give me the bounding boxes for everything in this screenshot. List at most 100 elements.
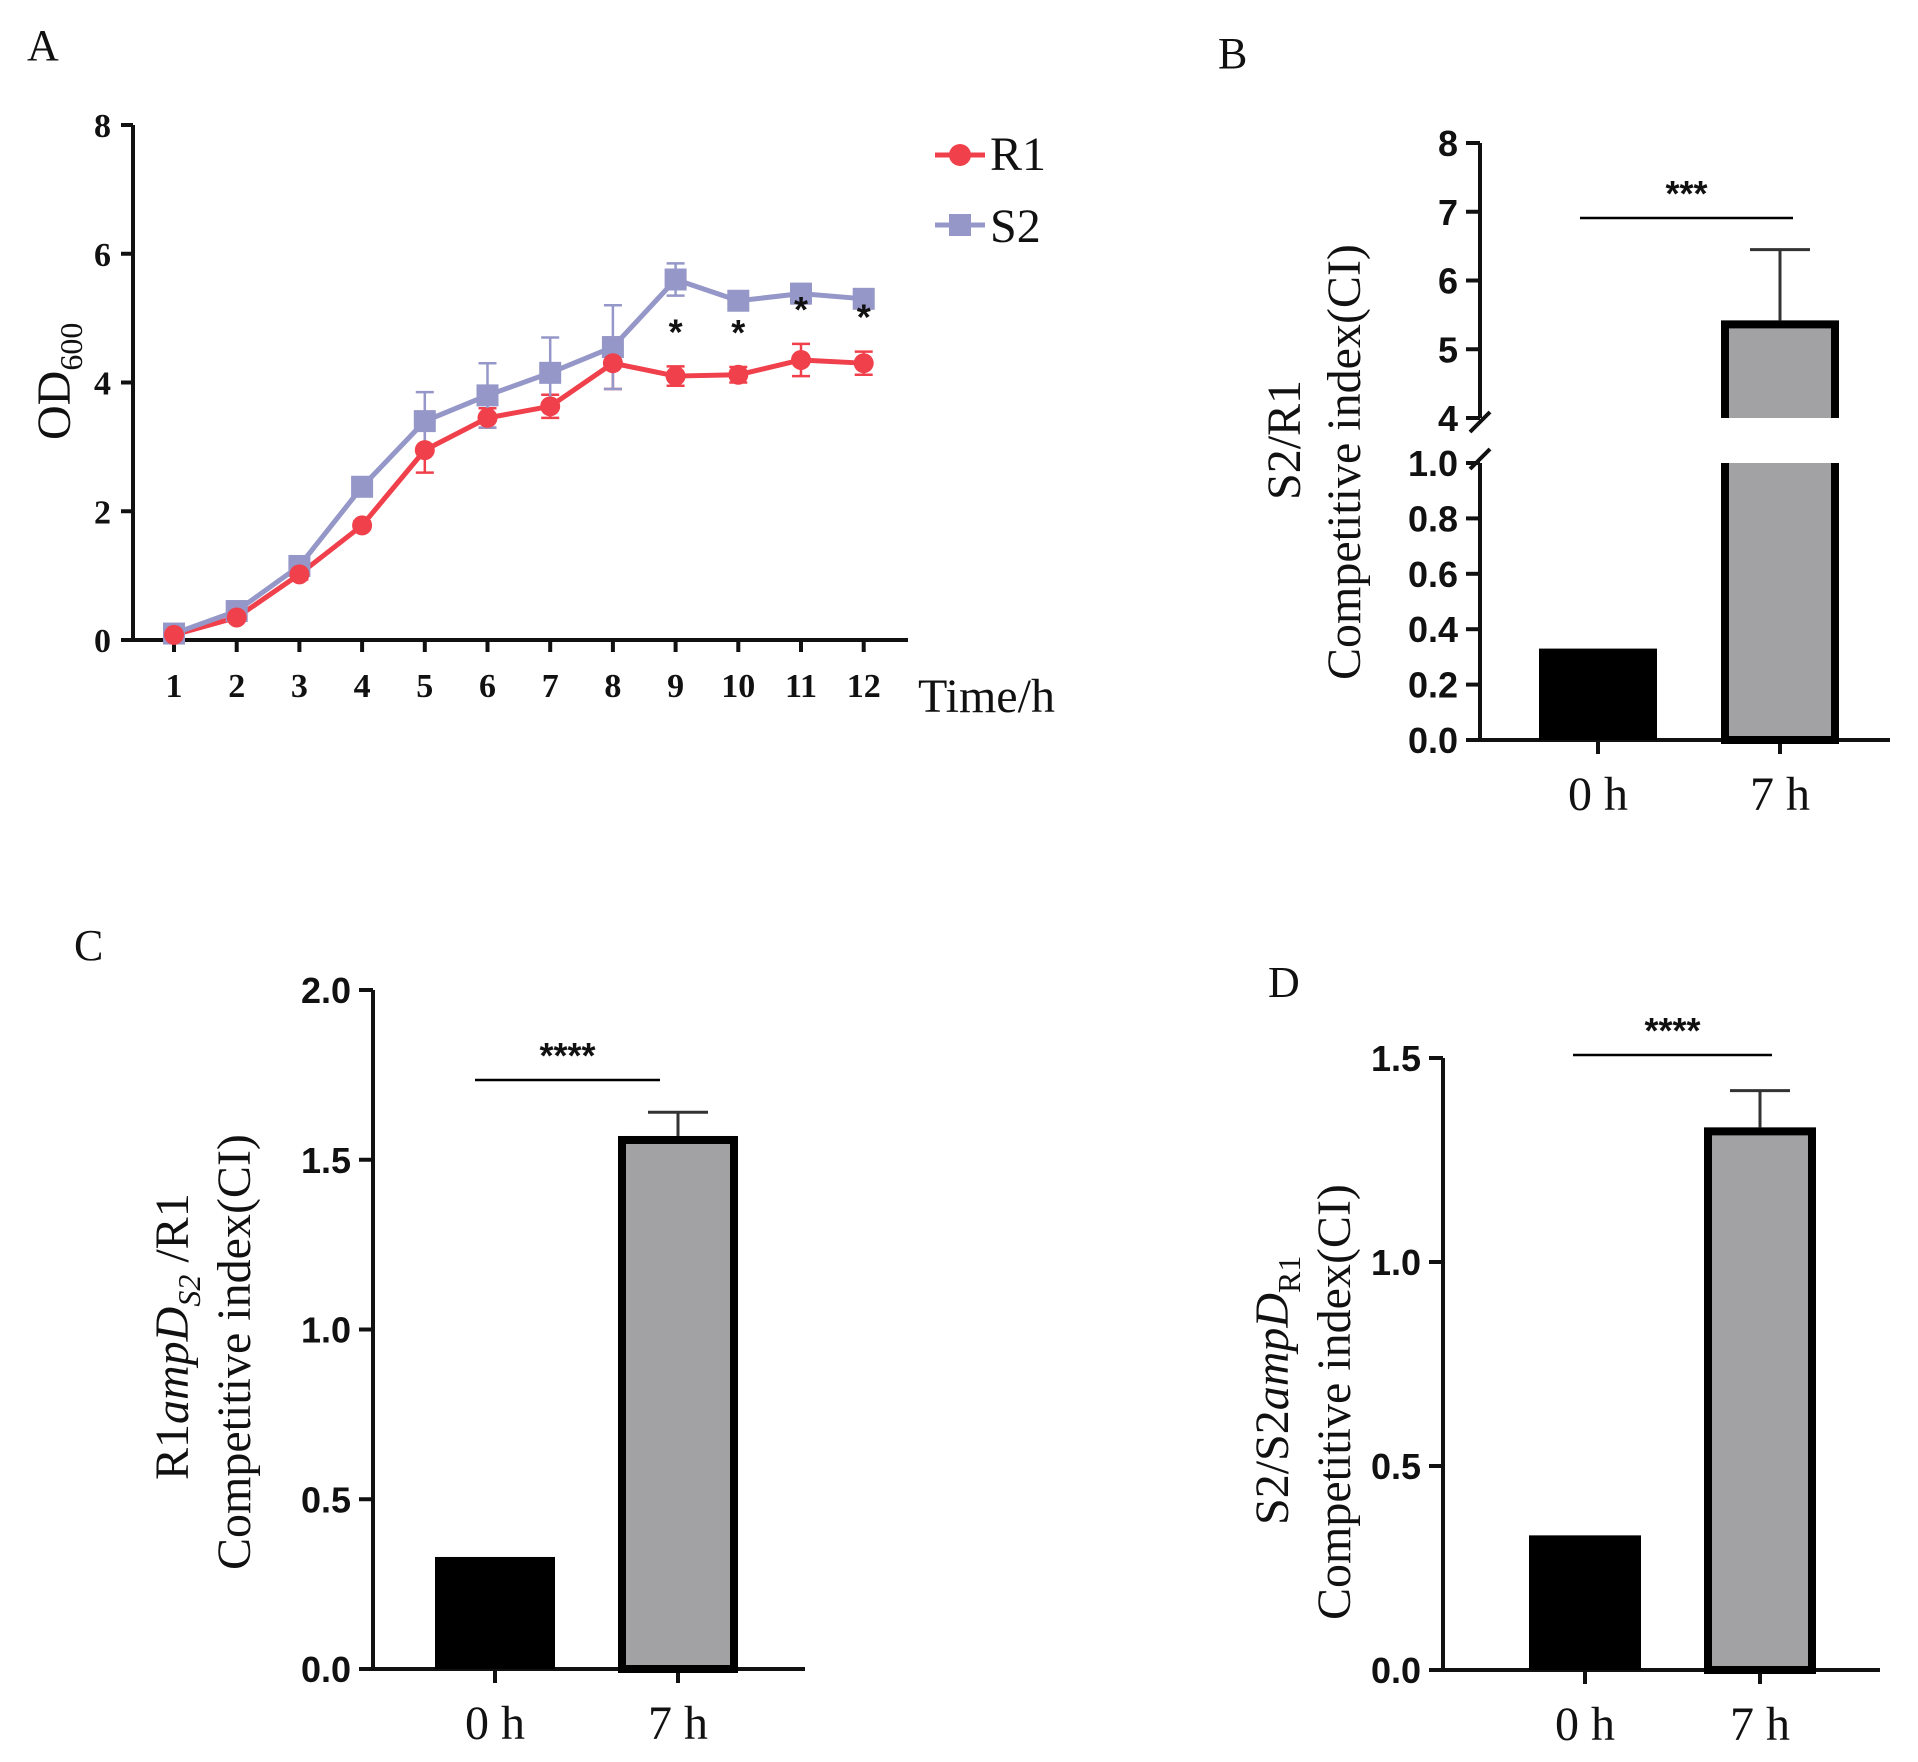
panel-c-significance-stars: **** bbox=[539, 1035, 595, 1076]
panel-a-x-tick-label: 8 bbox=[604, 668, 621, 705]
panel-a-x-tick-label: 2 bbox=[228, 668, 245, 705]
panel-a-x-tick-label: 1 bbox=[166, 668, 183, 705]
series-line-r1 bbox=[173, 357, 864, 638]
panel-c-y-tick-label: 2.0 bbox=[301, 970, 351, 1011]
panel-c-y-tick-label: 0.0 bbox=[301, 1649, 351, 1690]
panel-b-y-tick-label: 0.4 bbox=[1408, 609, 1458, 650]
panel-b-y-tick-label: 0.6 bbox=[1408, 554, 1458, 595]
series-line-s2 bbox=[173, 277, 864, 636]
data-point-s2 bbox=[790, 282, 812, 305]
panel-d-y-tick-label: 0.5 bbox=[1371, 1446, 1421, 1487]
data-point-r1 bbox=[728, 364, 749, 385]
data-point-s2 bbox=[539, 361, 562, 384]
panel-label-b: B bbox=[1218, 29, 1247, 78]
panel-b-y-tick-label: 0.2 bbox=[1408, 665, 1458, 706]
panel-a-x-tick-label: 5 bbox=[416, 668, 433, 705]
data-point-r1 bbox=[540, 396, 561, 417]
panel-b-y-axis-label-line1: S2/R1 bbox=[1258, 380, 1311, 500]
panel-c-y-axis-label-line2: Competitive index(CI) bbox=[208, 1134, 261, 1570]
data-point-s2 bbox=[351, 475, 374, 498]
panel-b-axis-break-mark bbox=[1468, 447, 1492, 471]
panel-b-y-tick-label: 5 bbox=[1438, 329, 1458, 370]
panel-d-y-tick-label: 0.0 bbox=[1371, 1650, 1421, 1691]
panel-a-x-axis-label: Time/h bbox=[918, 670, 1055, 723]
panel-b-y-axis-label-line2: Competitive index(CI) bbox=[1318, 244, 1371, 680]
panel-a-legend: R1 S2 bbox=[935, 128, 1046, 253]
panel-a-x-tick-label: 3 bbox=[291, 668, 308, 705]
panel-a-y-axis-label: OD600 bbox=[28, 323, 89, 440]
panel-a-x-tick-label: 12 bbox=[847, 668, 881, 705]
panel-a-y-tick-label: 0 bbox=[94, 623, 111, 660]
panel-d-y-axis-label-line1: S2/S2ampDR1 bbox=[1246, 1256, 1307, 1525]
panel-c-x-tick-label: 0 h bbox=[465, 1697, 525, 1750]
panel-a-y-tick-label: 2 bbox=[94, 494, 111, 531]
panel-a-x-tick-label: 6 bbox=[479, 668, 496, 705]
panel-d-y-axis-label-line2: Competitive index(CI) bbox=[1308, 1184, 1361, 1620]
panel-b-y-tick-label: 1.0 bbox=[1408, 443, 1458, 484]
data-point-s2 bbox=[727, 289, 750, 312]
legend-s2-label: S2 bbox=[990, 200, 1041, 253]
panel-b-bar-0h bbox=[1539, 648, 1657, 740]
panel-label-c: C bbox=[74, 921, 103, 970]
panel-a-x-tick-label: 7 bbox=[542, 668, 559, 705]
panel-d-bar-7h bbox=[1704, 1127, 1816, 1674]
panel-d-significance-stars: **** bbox=[1644, 1010, 1700, 1051]
significance-star: * bbox=[669, 311, 683, 352]
panel-b-x-tick-label: 7 h bbox=[1750, 768, 1810, 821]
data-point-r1 bbox=[226, 607, 247, 628]
data-point-r1 bbox=[665, 366, 686, 387]
data-point-r1 bbox=[289, 564, 310, 585]
panel-a-y-tick-label: 4 bbox=[94, 366, 111, 403]
panel-a-x-tick-label: 11 bbox=[785, 668, 817, 705]
legend-r1-marker bbox=[949, 144, 971, 166]
data-point-s2 bbox=[852, 287, 875, 310]
panel-c-y-tick-label: 0.5 bbox=[301, 1479, 351, 1520]
panel-b-bar-7h bbox=[1721, 320, 1839, 744]
data-point-s2 bbox=[601, 336, 624, 359]
significance-star: * bbox=[857, 297, 871, 338]
panel-c-y-axis-label-line1: R1ampDS2 /R1 bbox=[146, 1193, 207, 1480]
panel-b-y-tick-label: 8 bbox=[1438, 123, 1458, 164]
panel-b-y-tick-label: 0.0 bbox=[1408, 720, 1458, 761]
legend-r1-label: R1 bbox=[990, 128, 1046, 181]
panel-b-y-tick-label: 4 bbox=[1438, 398, 1458, 439]
data-point-r1 bbox=[477, 407, 498, 428]
data-point-r1 bbox=[602, 353, 623, 374]
panel-b-y-tick-label: 7 bbox=[1438, 192, 1458, 233]
panel-a-y-tick-label: 6 bbox=[94, 237, 111, 274]
panel-b-significance-stars: *** bbox=[1665, 173, 1707, 214]
panel-c-y-tick-label: 1.0 bbox=[301, 1310, 351, 1351]
panel-label-a: A bbox=[27, 21, 59, 70]
panel-a-x-tick-label: 10 bbox=[721, 668, 755, 705]
panel-c-bar-7h bbox=[618, 1135, 738, 1673]
panel-c-bar-0h bbox=[435, 1556, 555, 1669]
panel-b-y-tick-label: 0.8 bbox=[1408, 498, 1458, 539]
data-point-r1 bbox=[164, 624, 184, 645]
panel-c-y-tick-label: 1.5 bbox=[301, 1140, 351, 1181]
data-point-s2 bbox=[476, 384, 499, 407]
panel-b-x-tick-label: 0 h bbox=[1568, 768, 1628, 821]
data-point-r1 bbox=[414, 440, 435, 461]
data-point-s2 bbox=[664, 268, 687, 291]
panel-d-bar-0h bbox=[1529, 1535, 1641, 1670]
panel-d-y-tick-label: 1.0 bbox=[1371, 1242, 1421, 1283]
panel-d-x-tick-label: 0 h bbox=[1555, 1698, 1615, 1751]
panel-b-axis-break-gap bbox=[1710, 418, 1850, 463]
panel-c-x-tick-label: 7 h bbox=[648, 1697, 708, 1750]
significance-star: * bbox=[731, 312, 745, 353]
significance-star: * bbox=[794, 289, 808, 330]
panel-d-bar-chart: 0.0 0.5 1.0 1.5 0 h 7 h **** S2/S2ampDR1 Comp… bbox=[1246, 1010, 1880, 1751]
data-point-r1 bbox=[791, 349, 811, 370]
panel-a-x-tick-label: 4 bbox=[354, 668, 371, 705]
panel-label-d: D bbox=[1268, 958, 1300, 1007]
panel-b-axis-break-mark bbox=[1468, 410, 1492, 434]
data-point-r1 bbox=[853, 353, 874, 374]
legend-s2-marker bbox=[949, 214, 971, 236]
panel-a-y-tick-label: 8 bbox=[94, 108, 111, 145]
data-point-r1 bbox=[352, 515, 373, 536]
panel-d-y-tick-label: 1.5 bbox=[1371, 1038, 1421, 1079]
panel-b-y-tick-label: 6 bbox=[1438, 261, 1458, 302]
panel-d-x-tick-label: 7 h bbox=[1730, 1698, 1790, 1751]
